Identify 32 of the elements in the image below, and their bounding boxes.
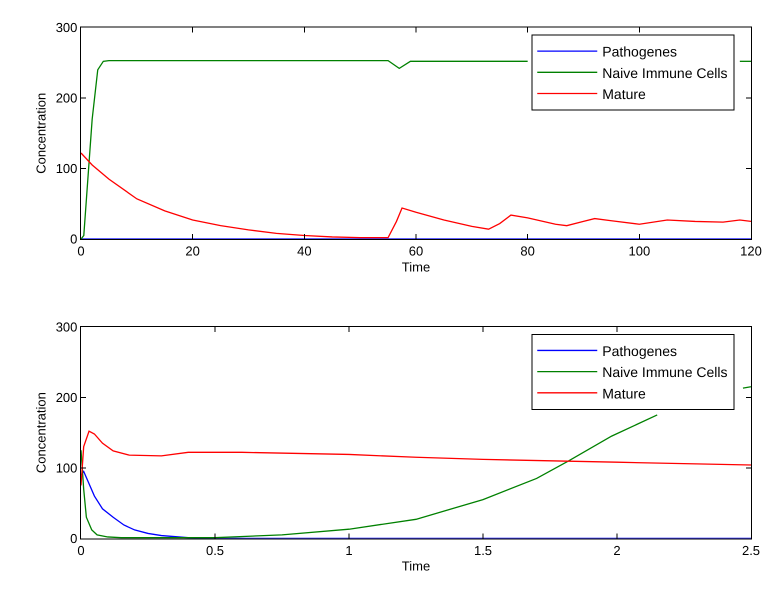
x-tick-label: 40 bbox=[297, 244, 312, 259]
legend-label: Naive Immune Cells bbox=[602, 364, 728, 380]
x-tick-label: 1.5 bbox=[474, 542, 492, 558]
y-tick-label: 200 bbox=[56, 390, 78, 405]
x-tick-label: 100 bbox=[628, 244, 650, 259]
y-tick-label: 100 bbox=[56, 460, 78, 476]
y-tick-label: 0 bbox=[70, 530, 78, 546]
legend-label: Naive Immune Cells bbox=[602, 64, 728, 81]
x-tick-label: 2 bbox=[613, 542, 621, 558]
y-tick-label: 300 bbox=[56, 319, 78, 334]
legend-label: Mature bbox=[602, 385, 646, 402]
legend-label: Mature bbox=[602, 86, 646, 102]
x-tick-label: 2.5 bbox=[742, 542, 760, 558]
x-tick-label: 20 bbox=[185, 244, 200, 259]
legend-label: Pathogenes bbox=[602, 44, 677, 60]
y-axis-title: Concentration bbox=[34, 392, 49, 474]
line-series bbox=[81, 430, 751, 486]
x-tick-label: 0.5 bbox=[206, 542, 224, 558]
x-axis-title: Time bbox=[402, 259, 430, 274]
y-axis-title: Concentration bbox=[34, 92, 49, 174]
x-tick-label: 1 bbox=[345, 542, 353, 558]
line-series bbox=[81, 470, 751, 538]
x-axis-title: Time bbox=[402, 558, 430, 574]
y-tick-label: 300 bbox=[56, 20, 78, 36]
line-series bbox=[81, 152, 751, 238]
y-tick-label: 200 bbox=[56, 90, 78, 106]
x-tick-label: 80 bbox=[520, 244, 535, 259]
y-tick-label: 100 bbox=[56, 161, 78, 176]
y-tick-label: 0 bbox=[70, 232, 78, 247]
x-tick-label: 60 bbox=[408, 244, 424, 259]
x-tick-label: 120 bbox=[740, 244, 762, 259]
legend-label: Pathogenes bbox=[602, 342, 677, 359]
